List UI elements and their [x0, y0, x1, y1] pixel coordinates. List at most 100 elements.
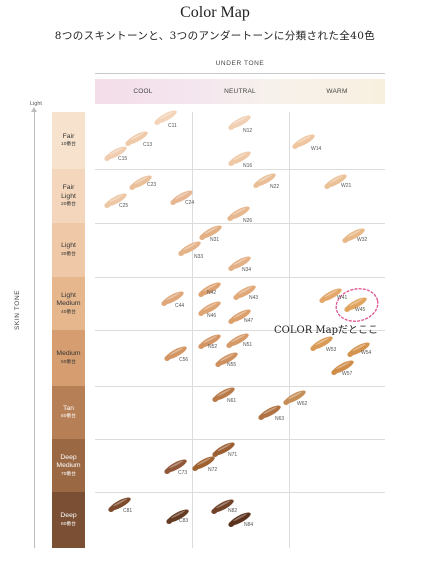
grid-divider-horizontal — [95, 492, 385, 493]
shade-swatch-n72 — [192, 456, 215, 471]
shade-swatch-tip — [125, 140, 132, 146]
skin-tone-row-label: Medium 50番台 — [52, 330, 85, 386]
shade-code-label: C24 — [185, 200, 195, 206]
shade-code-label: N72 — [208, 467, 218, 473]
shade-swatch-highlight — [349, 298, 364, 307]
shade-swatch-n55 — [215, 352, 238, 367]
shade-swatch-stroke — [171, 190, 193, 204]
shade-swatch-tip — [108, 506, 115, 512]
shade-swatch-tip — [258, 414, 265, 420]
shade-swatch-highlight — [258, 174, 273, 183]
shade-swatch-highlight — [169, 460, 184, 469]
shade-swatch-highlight — [109, 194, 124, 203]
shade-swatch-stroke — [212, 499, 234, 513]
skin-tone-row-range: 80番台 — [61, 521, 76, 527]
shade-code-label: C56 — [179, 357, 189, 363]
shade-swatch-n82 — [211, 499, 234, 514]
shade-swatch-stroke — [162, 291, 184, 305]
shade-swatch-highlight — [175, 191, 190, 200]
shade-swatch-stroke — [109, 497, 131, 511]
page-title: Color Map — [180, 4, 250, 21]
shade-code-label: W14 — [311, 146, 322, 152]
shade-code-label: N63 — [275, 416, 285, 422]
shade-swatch-w57 — [331, 360, 354, 375]
shade-swatch-tip — [310, 345, 317, 351]
shade-swatch-tip — [292, 143, 299, 149]
shade-swatch-tip — [198, 291, 205, 297]
shade-swatch-stroke — [284, 390, 306, 404]
shade-swatch-stroke — [348, 342, 370, 356]
skin-tone-row-name: Medium — [56, 350, 81, 358]
shade-swatch-n26 — [227, 206, 250, 221]
shade-swatch-c11 — [154, 110, 177, 125]
skin-tone-row-name: Light — [61, 242, 76, 250]
shade-swatch-stroke — [199, 282, 221, 296]
shade-swatch-tip — [154, 119, 161, 125]
shade-swatch-tip — [331, 369, 338, 375]
shade-swatch-n63 — [258, 405, 281, 420]
shade-code-label: C13 — [143, 142, 153, 148]
shade-swatch-highlight — [130, 132, 145, 141]
shade-code-label: N51 — [243, 342, 253, 348]
column-header-cool: COOL — [133, 88, 153, 95]
shade-code-label: N61 — [227, 398, 237, 404]
shade-swatch-highlight — [159, 111, 174, 120]
shade-swatch-tip — [104, 155, 111, 161]
column-header-warm: WARM — [326, 88, 348, 95]
shade-code-label: C81 — [123, 508, 133, 514]
shade-swatch-c73 — [164, 459, 187, 474]
grid-divider-vertical — [289, 112, 290, 548]
grid-divider-horizontal — [95, 223, 385, 224]
shade-swatch-tip — [226, 342, 233, 348]
shade-swatch-highlight — [166, 292, 181, 301]
shade-swatch-stroke — [213, 442, 235, 456]
shade-swatch-tip — [344, 306, 351, 312]
skin-tone-row-range: 20番台 — [61, 202, 76, 207]
shade-swatch-stroke — [343, 228, 365, 242]
shade-swatch-stroke — [234, 285, 256, 299]
shade-swatch-tip — [283, 399, 290, 405]
shade-swatch-c83 — [166, 509, 189, 524]
shade-swatch-highlight — [315, 337, 330, 346]
shade-code-label: C83 — [179, 518, 189, 524]
shade-swatch-stroke — [216, 352, 238, 366]
grid-divider-horizontal — [95, 330, 385, 331]
shade-swatch-n52 — [198, 334, 221, 349]
skin-tone-row-name: Fair — [62, 132, 75, 140]
shade-code-label: W45 — [355, 307, 366, 313]
page-subtitle: 8つのスキントーンと、3つのアンダートーンに分類された全40色 — [54, 30, 376, 42]
shade-swatch-tip — [228, 160, 235, 166]
grid-divider-horizontal — [95, 439, 385, 440]
skin-tone-row-label: Tan 60番台 — [52, 386, 85, 439]
shade-swatch-stroke — [293, 134, 315, 148]
skin-tone-row-name: Deep Medium — [56, 453, 81, 470]
shade-code-label: W53 — [326, 347, 337, 353]
shade-swatch-tip — [342, 237, 349, 243]
shade-code-label: N42 — [207, 290, 217, 296]
shade-swatch-tip — [104, 202, 111, 208]
shade-swatch-tip — [199, 234, 206, 240]
shade-swatch-highlight — [297, 135, 312, 144]
shade-swatch-c24 — [170, 190, 193, 205]
shade-swatch-w62 — [283, 390, 306, 405]
shade-swatch-w53 — [310, 336, 333, 351]
shade-swatch-highlight — [217, 443, 232, 452]
shade-code-label: C11 — [168, 123, 177, 129]
shade-swatch-tip — [212, 451, 219, 457]
shade-swatch-n22 — [253, 173, 276, 188]
shade-swatch-highlight — [288, 391, 303, 400]
skin-tone-row-label: Light 30番台 — [52, 223, 85, 277]
shade-swatch-w41 — [319, 288, 342, 303]
skin-tone-row-label: Light Medium 40番台 — [52, 277, 85, 330]
shade-swatch-n84 — [228, 512, 251, 527]
shade-swatch-stroke — [345, 297, 367, 311]
shade-code-label: C23 — [147, 182, 157, 188]
shade-swatch-w32 — [342, 228, 365, 243]
shade-swatch-stroke — [254, 173, 276, 187]
shade-code-label: W41 — [337, 295, 348, 301]
shade-swatch-highlight — [233, 116, 248, 125]
under-tone-axis-label: UNDER TONE — [215, 60, 265, 67]
shade-swatch-stroke — [199, 301, 221, 315]
shade-swatch-highlight — [232, 207, 247, 216]
shade-code-label: C44 — [175, 303, 185, 309]
